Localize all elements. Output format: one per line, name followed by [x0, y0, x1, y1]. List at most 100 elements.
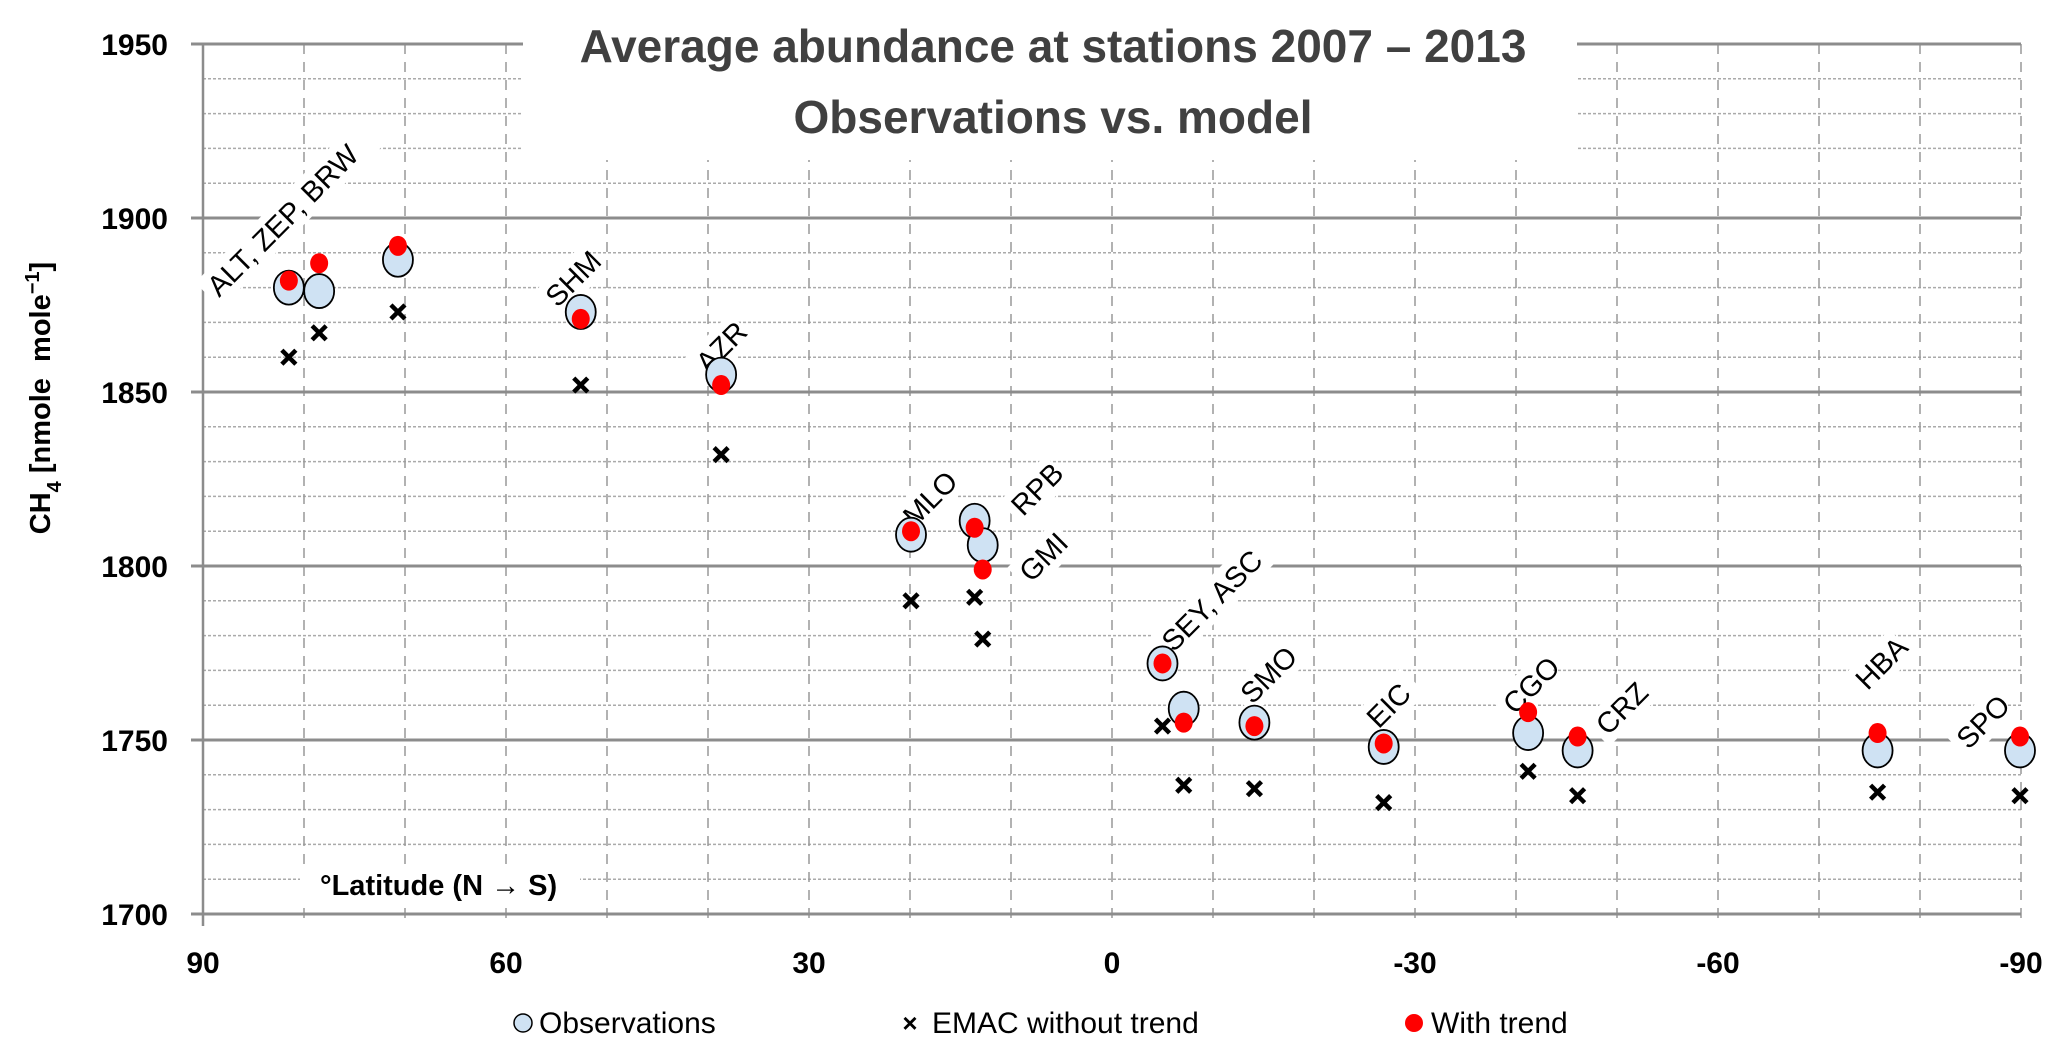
emac-no-trend-point: [1175, 776, 1193, 794]
cross-stroke: [389, 303, 407, 321]
station-label-background: [533, 246, 605, 319]
station-label: CRZ: [1583, 675, 1656, 747]
y-ticks: 1700 1750 1800 1850 1900 1950: [101, 29, 168, 932]
x-tick-label: 30: [792, 947, 825, 980]
emac-no-trend-point: [974, 630, 992, 648]
emac-no-trend-point: [310, 324, 328, 342]
legend-observations-label: Observations: [539, 1007, 716, 1040]
emac-no-trend-point: [1569, 787, 1587, 805]
cross-stroke: [1868, 783, 1887, 801]
y-tick-label: 1750: [101, 725, 168, 758]
station-label-background: [1007, 521, 1079, 594]
legend-item-observations: Observations: [513, 1007, 716, 1040]
observation-point: [303, 273, 336, 309]
station-label-background: [1354, 668, 1427, 740]
emac-no-trend-point: [280, 348, 298, 366]
chart-title-line-1: Average abundance at stations 2007 – 201…: [580, 20, 1527, 72]
with-trend-point: [902, 521, 921, 542]
station-label: RPB: [999, 455, 1071, 528]
y-tick-label: 1950: [101, 29, 168, 62]
legend-item-emac-without-trend: × EMAC without trend: [902, 1007, 1198, 1040]
grid: [191, 42, 2022, 926]
with-trend-point: [1153, 653, 1172, 674]
legend-with-trend-label: With trend: [1431, 1007, 1568, 1040]
cross-stroke: [966, 588, 984, 606]
cross-stroke: [280, 348, 298, 366]
emac-no-trend-point: [1245, 780, 1264, 798]
with-trend-point: [973, 559, 992, 580]
y-tick-label: 1850: [101, 377, 168, 410]
station-label-background: [1228, 643, 1300, 716]
emac-no-trend-point: [1375, 794, 1393, 812]
data-points: [272, 235, 2036, 812]
y-axis-label-unit: [nmole mole: [25, 294, 57, 481]
x-axis-label: °Latitude (N → S): [320, 870, 557, 902]
station-label: SEY, ASC: [1149, 531, 1282, 663]
station-label-background: [195, 116, 387, 308]
legend-item-with-trend: With trend: [1405, 1007, 1568, 1040]
y-axis-label-sup: −1: [22, 271, 44, 294]
station-label-background: [683, 313, 756, 385]
y-tick-label: 1700: [101, 899, 168, 932]
legend-observations-marker: [513, 1013, 533, 1033]
emac-no-trend-point: [2011, 787, 2029, 805]
with-trend-point: [310, 253, 329, 274]
cross-stroke: [1245, 780, 1264, 798]
with-trend-point: [965, 517, 984, 538]
with-trend-point: [571, 308, 590, 329]
cross-stroke: [1375, 794, 1393, 812]
emac-no-trend-point: [1519, 762, 1537, 780]
station-label-background: [999, 455, 1071, 528]
cross-stroke: [712, 446, 730, 464]
with-trend-point: [1374, 733, 1393, 754]
x-tick-label: -30: [1393, 947, 1436, 980]
cross-stroke: [572, 376, 590, 394]
emac-no-trend-point: [966, 588, 984, 606]
y-tick-label: 1800: [101, 551, 168, 584]
x-axis-label-background: [300, 864, 580, 904]
cross-stroke: [1153, 717, 1172, 735]
chart-title-line-2: Observations vs. model: [794, 91, 1313, 143]
cross-stroke: [1569, 787, 1587, 805]
x-tick-label: -60: [1696, 947, 1739, 980]
with-trend-point: [1568, 726, 1587, 747]
emac-no-trend-point: [1868, 783, 1887, 801]
emac-no-trend-point: [572, 376, 590, 394]
cross-stroke: [310, 324, 328, 342]
station-label: SMO: [1228, 641, 1304, 716]
station-label-background: [1843, 629, 1915, 702]
legend-cross-marker: ×: [902, 1008, 917, 1038]
y-axis-label-sub: 4: [44, 480, 66, 492]
with-trend-point: [2010, 726, 2029, 747]
x-tick-label: 0: [1104, 947, 1121, 980]
x-tick-label: 60: [489, 947, 522, 980]
station-label: GMI: [1007, 521, 1079, 594]
y-axis-label-main: CH: [25, 492, 57, 534]
x-tick-label: 90: [186, 947, 219, 980]
x-ticks: 90 60 30 0 -30 -60 -90: [186, 947, 2042, 980]
with-trend-point: [1245, 716, 1264, 737]
station-label-background: [1149, 531, 1282, 663]
with-trend-point: [279, 270, 298, 291]
legend-with-trend-marker: [1405, 1014, 1423, 1032]
with-trend-point: [1519, 702, 1538, 723]
emac-no-trend-point: [1153, 717, 1172, 735]
station-label-background: [1583, 675, 1656, 747]
cross-stroke: [974, 630, 992, 648]
cross-stroke: [902, 592, 920, 610]
legend-emac-label: EMAC without trend: [932, 1007, 1199, 1040]
with-trend-point: [1868, 723, 1887, 744]
title-background: [523, 12, 1577, 160]
x-tick-label: -90: [1999, 947, 2042, 980]
cross-stroke: [2011, 787, 2029, 805]
legend: Observations × EMAC without trend With t…: [513, 1007, 1568, 1040]
emac-no-trend-point: [389, 303, 407, 321]
station-label: HBA: [1843, 629, 1915, 702]
y-axis-label: CH4 [nmole mole−1]: [22, 262, 66, 534]
station-label-background: [1944, 688, 2016, 761]
with-trend-point: [712, 375, 731, 396]
station-label-background: [1490, 654, 1563, 726]
emac-no-trend-point: [712, 446, 730, 464]
